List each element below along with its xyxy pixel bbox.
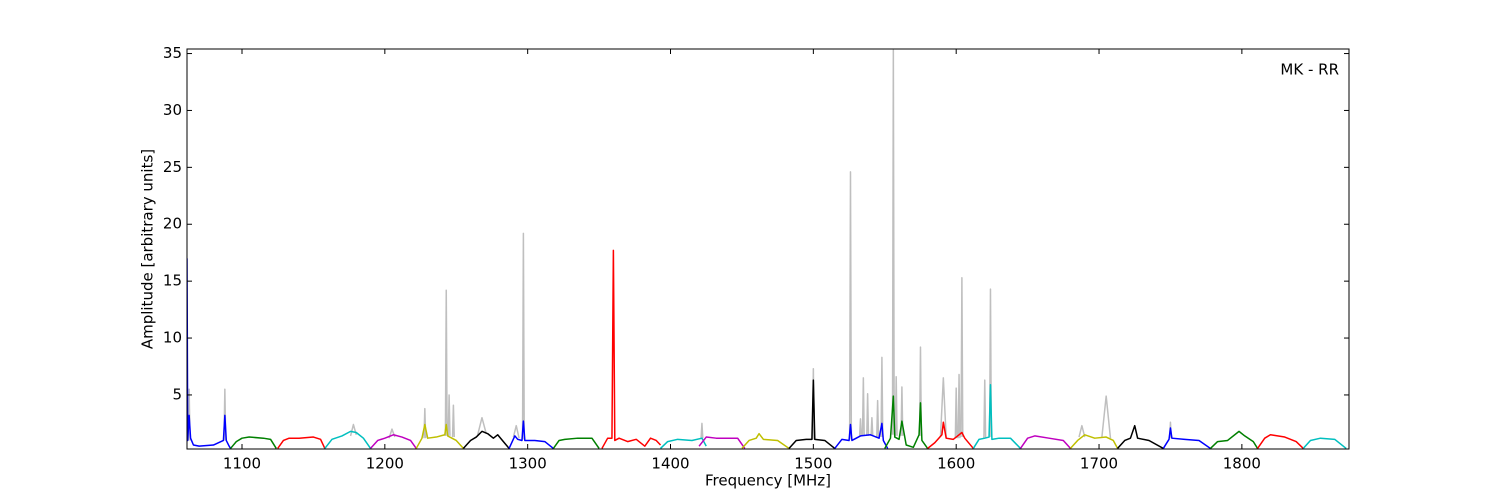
spectrum-line xyxy=(187,258,232,449)
spectrum-line xyxy=(229,436,277,449)
y-axis-label: Amplitude [arbitrary units] xyxy=(139,149,157,349)
x-tick-label: 1500 xyxy=(794,455,832,473)
y-tick-label: 15 xyxy=(163,272,182,290)
x-tick-label: 1300 xyxy=(509,455,547,473)
y-tick-label: 30 xyxy=(163,101,182,119)
spectrum-line xyxy=(834,422,889,449)
spectrum-line xyxy=(741,432,790,449)
annotation: MK - RR xyxy=(1280,61,1339,79)
spectrum-line xyxy=(369,434,417,449)
spectrum-line xyxy=(1302,437,1347,449)
spectrum-line xyxy=(415,423,464,449)
spectrum-line xyxy=(508,420,554,449)
spectrum-line xyxy=(972,383,1022,449)
spectrum-line xyxy=(659,437,707,449)
spectrum-line xyxy=(1209,430,1259,449)
spectrum-line xyxy=(788,379,836,449)
spectrum-line xyxy=(187,49,1173,441)
x-tick-label: 1800 xyxy=(1223,455,1261,473)
y-tick-label: 25 xyxy=(163,158,182,176)
y-tick-label: 35 xyxy=(163,44,182,62)
spectrum-line xyxy=(927,421,974,449)
x-axis-label: Frequency [MHz] xyxy=(705,472,831,490)
x-tick-label: 1400 xyxy=(651,455,689,473)
y-tick-label: 10 xyxy=(163,329,182,347)
spectrum-line xyxy=(601,249,662,449)
y-tick-label: 20 xyxy=(163,215,182,233)
spectrum-line xyxy=(1162,427,1211,449)
axes-frame xyxy=(186,48,1350,450)
spectrum-line xyxy=(552,437,600,449)
x-tick-label: 1100 xyxy=(223,455,261,473)
spectrum-line xyxy=(698,436,746,449)
spectrum-line xyxy=(1069,434,1119,449)
spectrum-line xyxy=(277,436,326,449)
x-tick-label: 1600 xyxy=(937,455,975,473)
x-tick-label: 1700 xyxy=(1080,455,1118,473)
spectrum-line xyxy=(1117,424,1164,449)
spectrum-line xyxy=(1256,434,1304,449)
x-tick-label: 1200 xyxy=(366,455,404,473)
spectrum-line xyxy=(324,430,372,449)
spectrum-line xyxy=(462,430,510,449)
spectrum-line xyxy=(884,395,929,449)
spectrum-line xyxy=(1019,435,1072,449)
plot-area xyxy=(187,49,1347,449)
y-tick-label: 5 xyxy=(172,385,182,403)
